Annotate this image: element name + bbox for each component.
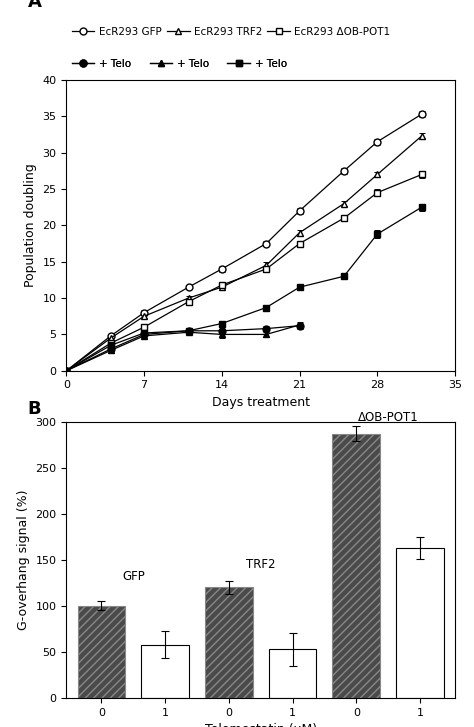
X-axis label: Telomestatin (μM): Telomestatin (μM) xyxy=(205,723,317,727)
Bar xyxy=(141,645,189,698)
Text: ΔOB-POT1: ΔOB-POT1 xyxy=(358,411,419,424)
Y-axis label: G-overhang signal (%): G-overhang signal (%) xyxy=(17,489,30,630)
Bar xyxy=(78,606,125,698)
Bar xyxy=(205,587,253,698)
Text: B: B xyxy=(27,400,41,417)
Legend: + Telo, + Telo, + Telo: + Telo, + Telo, + Telo xyxy=(72,59,287,69)
Bar xyxy=(332,433,380,698)
X-axis label: Days treatment: Days treatment xyxy=(212,396,310,409)
Y-axis label: Population doubling: Population doubling xyxy=(24,164,37,287)
Text: TRF2: TRF2 xyxy=(246,558,275,571)
Text: GFP: GFP xyxy=(122,570,145,583)
Bar xyxy=(269,649,317,698)
Text: A: A xyxy=(27,0,41,11)
Bar xyxy=(396,548,444,698)
